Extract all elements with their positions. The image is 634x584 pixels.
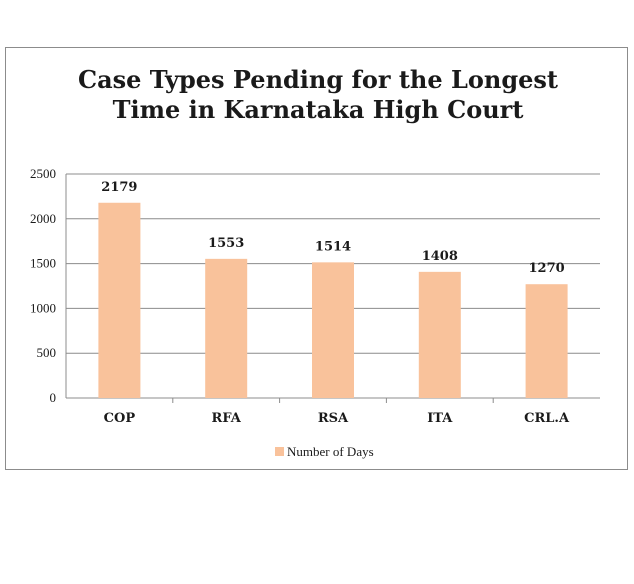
bar-cop xyxy=(98,202,141,398)
bar-crl-a xyxy=(525,284,568,398)
y-tick-label: 2500 xyxy=(30,166,56,181)
x-tick-label: COP xyxy=(104,411,136,426)
y-tick-label: 0 xyxy=(50,390,57,405)
labels: 0 500 1000 1500 2000 2500 COP 2179 RFA 1553 RSA 151… xyxy=(30,166,570,426)
legend-label: Number of Days xyxy=(287,444,374,459)
x-tick-label: RSA xyxy=(318,411,349,426)
bar-ita xyxy=(418,271,461,398)
x-tick-label: CRL.A xyxy=(524,411,570,426)
data-label: 1270 xyxy=(529,261,565,276)
y-tick-label: 1000 xyxy=(30,300,56,315)
x-tick-label: RFA xyxy=(212,411,242,426)
legend-swatch xyxy=(275,447,284,456)
data-label: 1408 xyxy=(422,249,458,264)
legend: Number of Days xyxy=(275,444,374,459)
x-tick-label: ITA xyxy=(427,411,453,426)
bars xyxy=(98,202,568,398)
data-label: 2179 xyxy=(101,180,137,195)
chart-title-line-1: Case Types Pending for the Longest xyxy=(78,65,558,94)
bar-rsa xyxy=(312,262,354,398)
y-tick-label: 500 xyxy=(37,345,57,360)
y-tick-label: 2000 xyxy=(30,211,56,226)
data-label: 1553 xyxy=(208,236,244,251)
bar-rfa xyxy=(205,258,248,398)
chart-title-line-2: Time in Karnataka High Court xyxy=(113,95,524,124)
data-label: 1514 xyxy=(315,239,351,254)
y-tick-label: 1500 xyxy=(30,256,56,271)
gridlines xyxy=(65,173,600,403)
